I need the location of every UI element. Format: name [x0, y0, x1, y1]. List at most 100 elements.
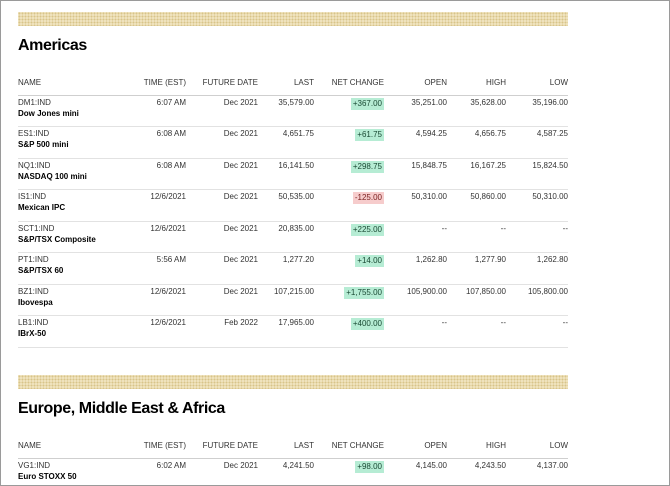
instrument-name[interactable]: Mexican IPC: [18, 203, 66, 212]
high-cell: --: [447, 315, 506, 348]
table-header-row: NAME TIME (EST) FUTURE DATE LAST NET CHANGE O…: [18, 71, 568, 96]
future-date-header[interactable]: FUTURE DATE: [186, 434, 258, 459]
last-cell: 35,579.00: [258, 95, 314, 127]
instrument-name[interactable]: Euro STOXX 50: [18, 471, 77, 481]
net-change-cell: -125.00: [314, 189, 384, 222]
time-cell: 12/6/2021: [123, 221, 186, 253]
open-cell: 105,900.00: [384, 284, 447, 316]
name-cell: LB1:IND IBrX-50: [18, 315, 123, 348]
net-change-badge: +98.00: [355, 460, 384, 473]
time-cell: 6:08 AM: [123, 126, 186, 159]
name-cell: IS1:IND Mexican IPC: [18, 189, 123, 222]
name-header[interactable]: NAME: [18, 434, 123, 459]
high-cell: 4,656.75: [447, 126, 506, 159]
open-header[interactable]: OPEN: [384, 434, 447, 459]
table-row[interactable]: IS1:IND Mexican IPC 12/6/2021 Dec 2021 50,53…: [18, 189, 568, 222]
table-row[interactable]: VG1:IND Euro STOXX 50 6:02 AM Dec 2021 4,241…: [18, 458, 568, 485]
net-change-header[interactable]: NET CHANGE: [314, 434, 384, 459]
time-cell: 12/6/2021: [123, 284, 186, 316]
high-cell: 107,850.00: [447, 284, 506, 316]
instrument-name[interactable]: S&P/TSX Composite: [18, 234, 96, 244]
net-change-badge: +14.00: [355, 255, 384, 267]
ticker-symbol[interactable]: SCT1:IND: [18, 223, 55, 233]
future-date-cell: Dec 2021: [186, 458, 258, 485]
high-cell: 16,167.25: [447, 158, 506, 190]
last-cell: 17,965.00: [258, 315, 314, 348]
time-cell: 12/6/2021: [123, 315, 186, 348]
low-header[interactable]: LOW: [506, 434, 568, 459]
name-header[interactable]: NAME: [18, 71, 123, 96]
time-header[interactable]: TIME (EST): [123, 71, 186, 96]
future-date-cell: Dec 2021: [186, 126, 258, 159]
table-row[interactable]: BZ1:IND Ibovespa 12/6/2021 Dec 2021 107,215.…: [18, 284, 568, 316]
net-change-badge: +400.00: [350, 318, 384, 330]
table-row[interactable]: ES1:IND S&P 500 mini 6:08 AM Dec 2021 4,651.…: [18, 126, 568, 159]
quotes-table-emea: NAME TIME (EST) FUTURE DATE LAST NET CHANGE O…: [18, 434, 568, 485]
last-cell: 4,241.50: [258, 458, 314, 485]
ticker-symbol[interactable]: IS1:IND: [18, 192, 47, 201]
low-cell: 105,800.00: [506, 284, 568, 316]
instrument-name[interactable]: IBrX-50: [18, 329, 47, 338]
last-header[interactable]: LAST: [258, 71, 314, 96]
high-cell: 4,243.50: [447, 458, 506, 485]
instrument-name[interactable]: S&P/TSX 60: [18, 266, 64, 275]
table-row[interactable]: DM1:IND Dow Jones mini 6:07 AM Dec 2021 35,5…: [18, 95, 568, 127]
low-header[interactable]: LOW: [506, 71, 568, 96]
table-row[interactable]: SCT1:IND S&P/TSX Composite 12/6/2021 Dec 20…: [18, 221, 568, 253]
open-cell: 35,251.00: [384, 95, 447, 127]
open-cell: 1,262.80: [384, 252, 447, 285]
ticker-symbol[interactable]: LB1:IND: [18, 318, 49, 327]
time-header[interactable]: TIME (EST): [123, 434, 186, 459]
ticker-symbol[interactable]: DM1:IND: [18, 97, 51, 107]
open-cell: --: [384, 221, 447, 253]
net-change-badge: +61.75: [355, 129, 384, 141]
quotes-table-americas: NAME TIME (EST) FUTURE DATE LAST NET CHANGE O…: [18, 71, 568, 348]
open-header[interactable]: OPEN: [384, 71, 447, 96]
table-row[interactable]: LB1:IND IBrX-50 12/6/2021 Feb 2022 17,965.00…: [18, 315, 568, 348]
high-cell: 35,628.00: [447, 95, 506, 127]
net-change-cell: +61.75: [314, 126, 384, 159]
table-header-row: NAME TIME (EST) FUTURE DATE LAST NET CHANGE O…: [18, 434, 568, 459]
table-row[interactable]: NQ1:IND NASDAQ 100 mini 6:08 AM Dec 2021 16,…: [18, 158, 568, 190]
high-header[interactable]: HIGH: [447, 434, 506, 459]
net-change-header[interactable]: NET CHANGE: [314, 71, 384, 96]
table-row[interactable]: PT1:IND S&P/TSX 60 5:56 AM Dec 2021 1,277.20…: [18, 252, 568, 285]
name-cell: NQ1:IND NASDAQ 100 mini: [18, 158, 123, 190]
name-cell: SCT1:IND S&P/TSX Composite: [18, 221, 123, 253]
net-change-badge: +298.75: [350, 160, 384, 173]
name-cell: VG1:IND Euro STOXX 50: [18, 458, 123, 485]
net-change-cell: +367.00: [314, 95, 384, 127]
time-cell: 12/6/2021: [123, 189, 186, 222]
ticker-symbol[interactable]: PT1:IND: [18, 255, 49, 264]
ticker-symbol[interactable]: ES1:IND: [18, 129, 50, 138]
instrument-name[interactable]: Ibovespa: [18, 297, 53, 307]
low-cell: --: [506, 315, 568, 348]
net-change-cell: +400.00: [314, 315, 384, 348]
ticker-symbol[interactable]: NQ1:IND: [18, 160, 51, 170]
high-cell: --: [447, 221, 506, 253]
name-cell: DM1:IND Dow Jones mini: [18, 95, 123, 127]
net-change-cell: +298.75: [314, 158, 384, 190]
low-cell: 50,310.00: [506, 189, 568, 222]
future-date-cell: Dec 2021: [186, 95, 258, 127]
net-change-badge: -125.00: [352, 192, 384, 204]
open-cell: --: [384, 315, 447, 348]
future-date-cell: Dec 2021: [186, 189, 258, 222]
ticker-symbol[interactable]: VG1:IND: [18, 460, 51, 470]
future-date-header[interactable]: FUTURE DATE: [186, 71, 258, 96]
time-cell: 6:02 AM: [123, 458, 186, 485]
open-cell: 50,310.00: [384, 189, 447, 222]
name-cell: BZ1:IND Ibovespa: [18, 284, 123, 316]
high-header[interactable]: HIGH: [447, 71, 506, 96]
net-change-badge: +225.00: [350, 223, 384, 236]
instrument-name[interactable]: S&P 500 mini: [18, 140, 69, 149]
future-date-cell: Dec 2021: [186, 221, 258, 253]
ticker-symbol[interactable]: BZ1:IND: [18, 286, 49, 296]
last-cell: 16,141.50: [258, 158, 314, 190]
open-cell: 15,848.75: [384, 158, 447, 190]
last-header[interactable]: LAST: [258, 434, 314, 459]
name-cell: ES1:IND S&P 500 mini: [18, 126, 123, 159]
instrument-name[interactable]: Dow Jones mini: [18, 108, 79, 118]
instrument-name[interactable]: NASDAQ 100 mini: [18, 171, 87, 181]
